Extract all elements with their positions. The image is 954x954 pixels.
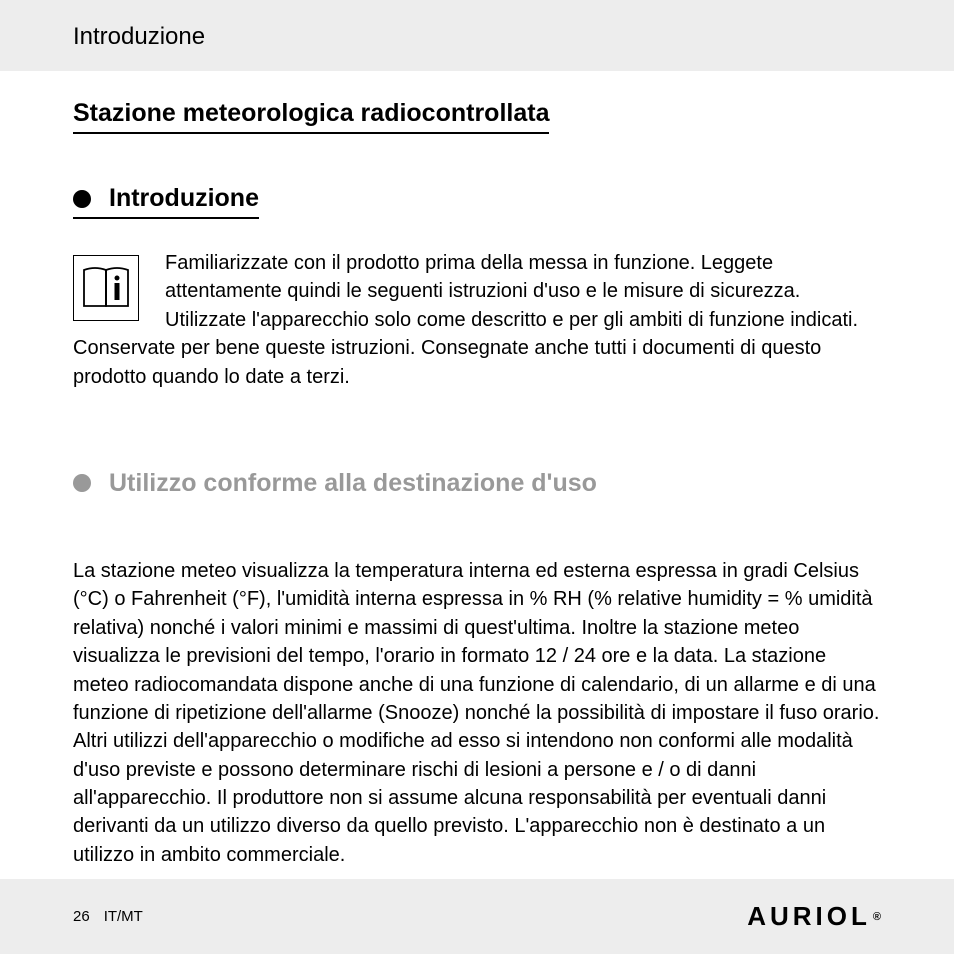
intro-block: Familiarizzate con il prodotto prima del…	[73, 249, 881, 391]
section-title-1: Introduzione	[109, 184, 259, 213]
manual-info-icon	[73, 255, 139, 321]
section2-body: La stazione meteo visualizza la temperat…	[73, 557, 881, 869]
section-header-2: Utilizzo conforme alla destinazione d'us…	[73, 469, 597, 502]
header-band: Introduzione	[0, 0, 954, 71]
section-header-1: Introduzione	[73, 184, 259, 219]
section1-body: Familiarizzate con il prodotto prima del…	[73, 249, 881, 391]
bullet-icon	[73, 190, 91, 208]
section-introduzione: Introduzione Familiarizzate con il prodo…	[73, 184, 881, 391]
bullet-icon	[73, 474, 91, 492]
content-area: Stazione meteorologica radiocontrollata …	[0, 71, 954, 869]
brand-text: AURIOL	[747, 901, 871, 932]
section-utilizzo: Utilizzo conforme alla destinazione d'us…	[73, 469, 881, 869]
section-title-2: Utilizzo conforme alla destinazione d'us…	[109, 469, 597, 498]
page-info: 26 IT/MT	[73, 908, 143, 925]
registered-icon: ®	[873, 911, 881, 923]
main-title: Stazione meteorologica radiocontrollata	[73, 99, 549, 134]
lang-code: IT/MT	[104, 908, 143, 925]
footer-band: 26 IT/MT AURIOL®	[0, 879, 954, 954]
header-title: Introduzione	[73, 23, 205, 51]
page-number: 26	[73, 908, 90, 925]
brand-logo: AURIOL®	[747, 901, 881, 932]
